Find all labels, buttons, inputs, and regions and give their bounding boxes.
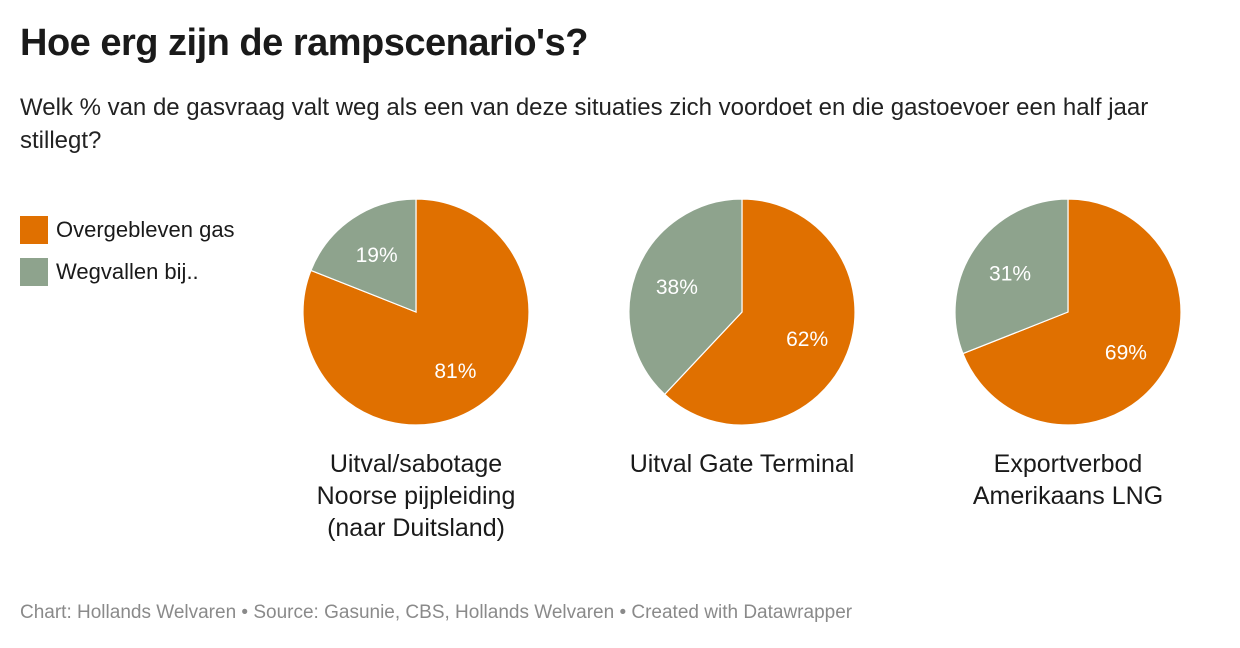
pie-category-label: Uitval Gate Terminal bbox=[630, 450, 855, 478]
slice-value-label: 69% bbox=[1105, 341, 1147, 364]
slice-value-label: 31% bbox=[989, 263, 1031, 286]
chart-title: Hoe erg zijn de rampscenario's? bbox=[20, 22, 588, 64]
slice-value-label: 38% bbox=[656, 276, 698, 299]
pie-slice bbox=[310, 198, 417, 313]
legend: Overgebleven gas Wegvallen bij.. bbox=[20, 209, 235, 293]
pie-slice bbox=[663, 198, 856, 426]
pie-category-label: Noorse pijpleiding bbox=[317, 482, 516, 510]
footer-credits: Chart: Hollands Welvaren • Source: Gasun… bbox=[20, 602, 853, 623]
pie-category-label: Amerikaans LNG bbox=[973, 482, 1163, 510]
pie-slice bbox=[954, 198, 1069, 355]
pie-slice bbox=[628, 198, 743, 396]
pie-category-label: (naar Duitsland) bbox=[327, 514, 505, 542]
legend-label: Wegvallen bij.. bbox=[56, 259, 199, 284]
legend-swatch bbox=[20, 258, 48, 286]
slice-value-label: 62% bbox=[786, 328, 828, 351]
pie-category-label: Uitval/sabotage bbox=[330, 450, 502, 478]
pie-category-label: Exportverbod bbox=[994, 450, 1143, 478]
slice-value-label: 19% bbox=[356, 244, 398, 267]
legend-item-wegvallen: Wegvallen bij.. bbox=[20, 251, 235, 293]
legend-label: Overgebleven gas bbox=[56, 217, 235, 242]
legend-swatch bbox=[20, 216, 48, 244]
legend-item-overgebleven: Overgebleven gas bbox=[20, 209, 235, 251]
chart-subtitle: Welk % van de gasvraag valt weg als een … bbox=[20, 94, 1149, 154]
pie-slice bbox=[962, 198, 1182, 426]
slice-value-label: 81% bbox=[434, 360, 476, 383]
